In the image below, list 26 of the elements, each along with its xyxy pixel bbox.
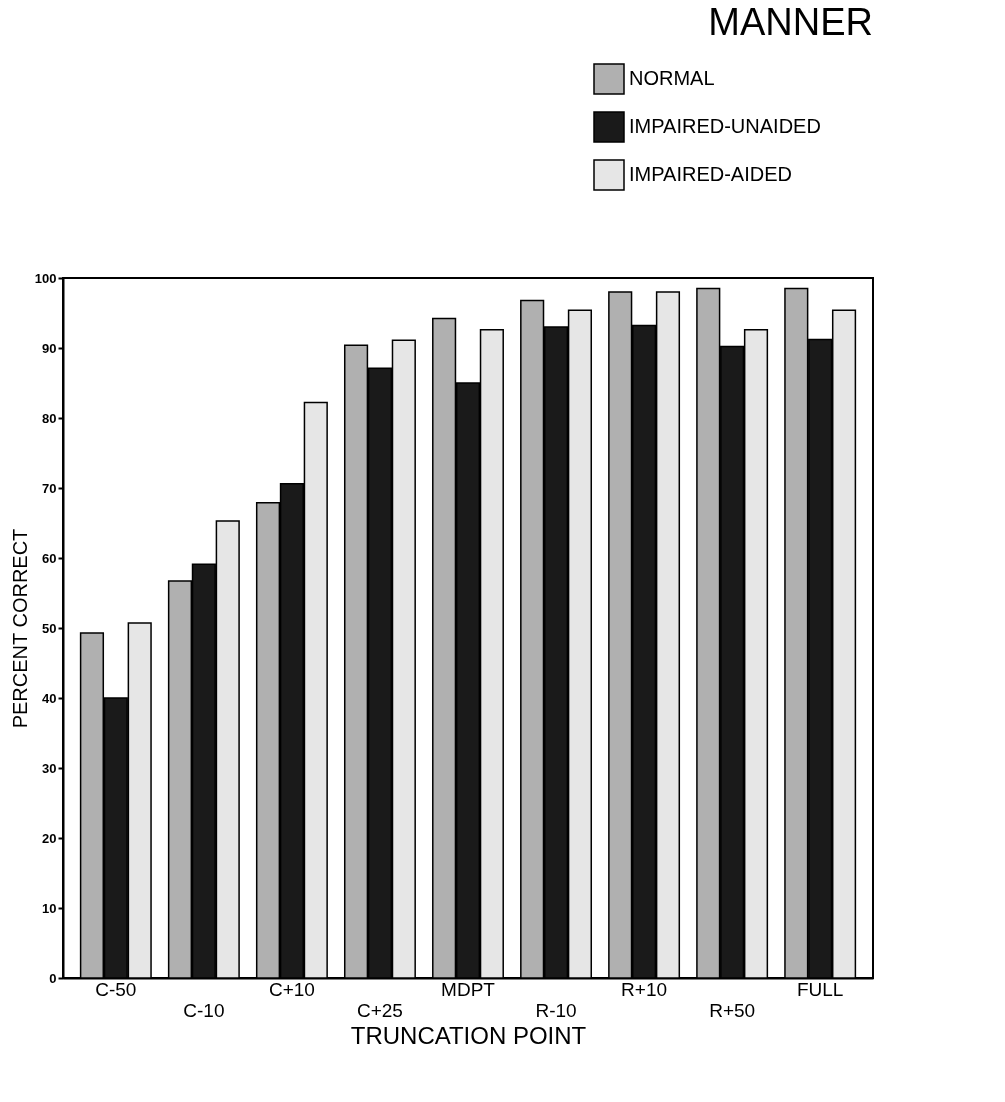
x-tick-label: C-10 xyxy=(183,999,225,1021)
x-tick-label: C+10 xyxy=(268,978,315,1000)
x-tick-label: MDPT xyxy=(441,978,496,1000)
legend-label: NORMAL xyxy=(629,67,715,89)
x-tick-label: FULL xyxy=(796,978,844,1000)
x-tick-label: R-10 xyxy=(535,999,577,1021)
y-tick-label: 90 xyxy=(42,340,57,356)
y-tick-label: 80 xyxy=(42,410,57,426)
y-tick-label: 10 xyxy=(42,900,57,916)
chart-title: MANNER xyxy=(708,1,873,43)
y-tick-label: 40 xyxy=(42,690,57,706)
legend-label: IMPAIRED-UNAIDED xyxy=(629,115,821,137)
x-tick-label: R+10 xyxy=(621,978,668,1000)
x-tick-label: C-50 xyxy=(95,978,137,1000)
y-tick-label: 60 xyxy=(42,550,57,566)
y-tick-label: 70 xyxy=(42,480,57,496)
x-tick-label: R+50 xyxy=(709,999,756,1021)
y-tick-label: 30 xyxy=(42,760,57,776)
y-tick-label: 50 xyxy=(42,620,57,636)
legend-label: IMPAIRED-AIDED xyxy=(629,163,792,185)
y-tick-label: 0 xyxy=(49,970,57,986)
y-axis-title: PERCENT CORRECT xyxy=(8,528,31,729)
y-tick-label: 20 xyxy=(42,830,57,846)
x-axis-title: TRUNCATION POINT xyxy=(350,1021,587,1049)
y-tick-label: 100 xyxy=(34,270,57,286)
x-tick-label: C+25 xyxy=(356,999,403,1021)
